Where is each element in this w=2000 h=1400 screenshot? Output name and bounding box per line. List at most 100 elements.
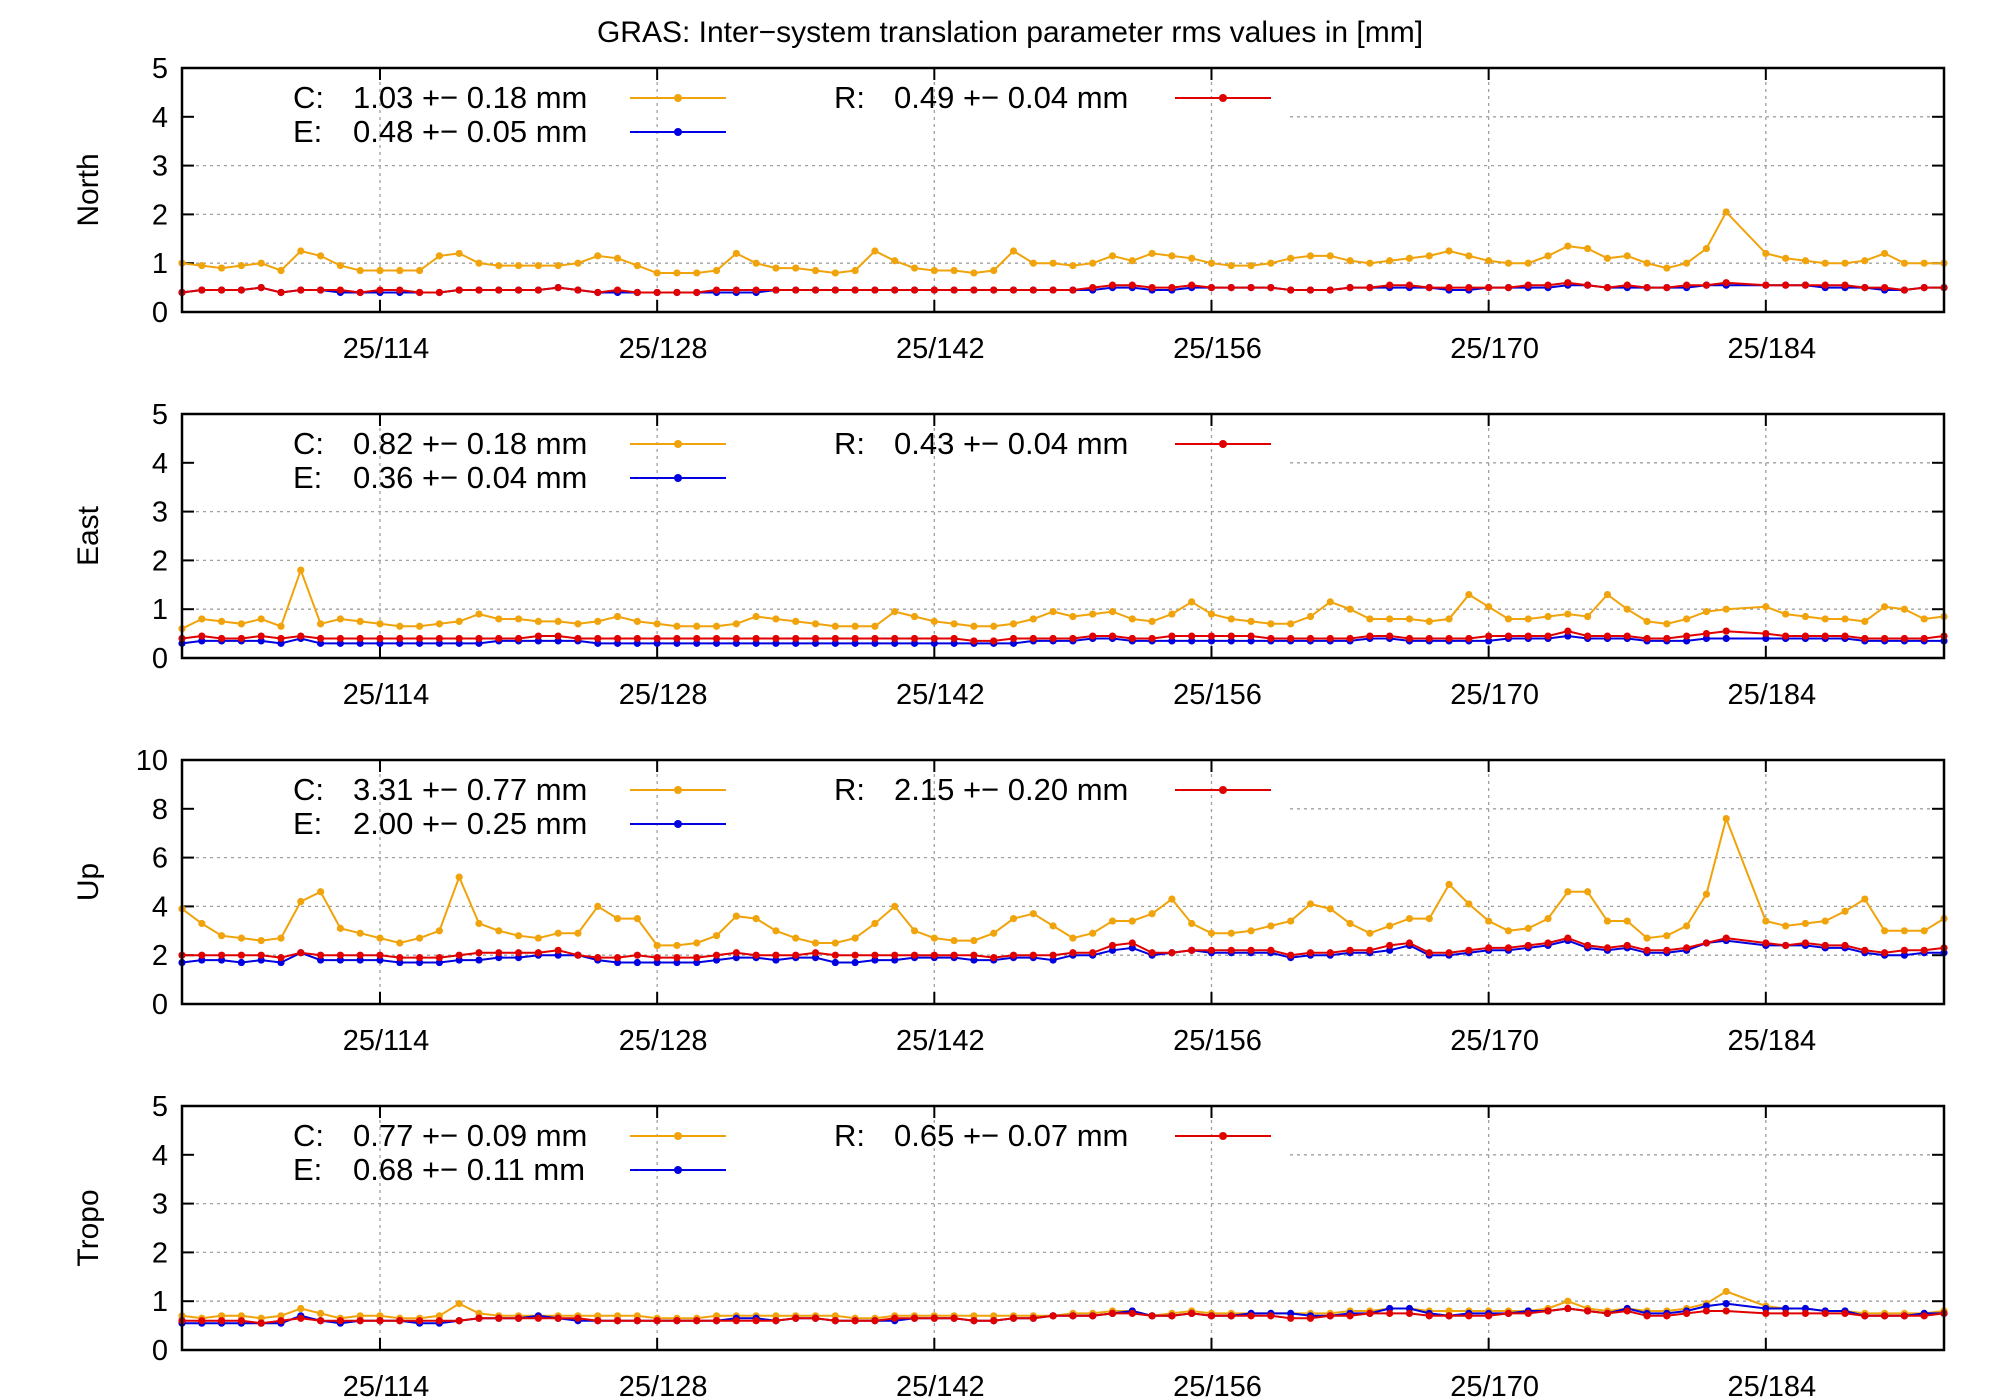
data-point-R: [1108, 281, 1117, 289]
data-point-R: [396, 954, 404, 962]
data-point-C: [1564, 1297, 1572, 1305]
data-point-C: [891, 608, 899, 616]
data-point-E: [1722, 634, 1730, 643]
data-point-C: [851, 934, 859, 942]
data-point-C: [1485, 917, 1493, 925]
data-point-R: [237, 951, 245, 959]
data-point-R: [1900, 286, 1909, 294]
data-point-C: [811, 620, 820, 628]
data-point-R: [1445, 634, 1453, 643]
data-point-C: [554, 262, 562, 270]
data-point-R: [1425, 949, 1433, 957]
data-point-R: [1326, 1312, 1334, 1320]
data-point-R: [1861, 946, 1869, 954]
data-point-R: [1564, 1304, 1572, 1313]
data-point-R: [1128, 281, 1136, 289]
legend-marker-R: [1219, 1132, 1227, 1140]
data-point-R: [1207, 632, 1216, 640]
data-point-R: [792, 951, 800, 959]
x-tick-label: 25/184: [1727, 1371, 1816, 1400]
data-point-R: [455, 951, 463, 959]
y-axis-label: Up: [72, 863, 105, 901]
data-point-C: [316, 620, 325, 628]
data-point-R: [396, 286, 404, 294]
x-tick-label: 25/128: [619, 679, 708, 711]
data-point-C: [1009, 247, 1018, 255]
data-point-R: [1841, 941, 1849, 950]
data-point-R: [891, 1314, 899, 1322]
data-point-C: [1663, 620, 1671, 628]
data-point-R: [1861, 1312, 1869, 1320]
data-point-C: [673, 622, 681, 630]
data-point-R: [1584, 281, 1592, 289]
data-point-C: [1366, 259, 1374, 267]
data-point-R: [1267, 1312, 1275, 1320]
x-tick-label: 25/184: [1727, 333, 1816, 365]
data-point-C: [1287, 917, 1295, 925]
data-point-R: [1386, 632, 1394, 640]
data-point-R: [1445, 284, 1453, 292]
data-point-R: [297, 949, 305, 957]
data-point-R: [1148, 634, 1156, 643]
data-point-C: [297, 1304, 305, 1313]
data-point-R: [475, 286, 483, 294]
data-point-R: [732, 286, 740, 294]
data-point-R: [1227, 1312, 1235, 1320]
data-point-C: [455, 617, 463, 626]
data-point-R: [554, 284, 562, 292]
data-point-C: [1148, 910, 1156, 918]
data-point-C: [1049, 608, 1057, 616]
legend-label-C: 1.03 +− 0.18 mm: [353, 80, 587, 115]
data-point-C: [1722, 208, 1730, 216]
data-point-R: [1128, 634, 1136, 643]
y-tick-label: 2: [152, 1237, 168, 1269]
data-point-C: [1108, 252, 1117, 260]
data-point-C: [534, 934, 542, 942]
data-point-C: [1346, 605, 1354, 613]
legend-label-C: 0.82 +− 0.18 mm: [353, 426, 587, 461]
legend-marker-R: [1219, 94, 1227, 102]
data-point-C: [1346, 257, 1354, 265]
data-point-C: [277, 622, 285, 630]
data-point-C: [1900, 259, 1909, 267]
data-point-C: [1544, 252, 1552, 260]
data-point-R: [1702, 281, 1711, 289]
data-point-R: [1722, 279, 1730, 287]
data-point-R: [1485, 1312, 1493, 1320]
legend-label-E: 0.36 +− 0.04 mm: [353, 460, 587, 495]
data-point-C: [495, 927, 503, 935]
y-tick-label: 4: [152, 1140, 168, 1172]
data-point-C: [1049, 259, 1057, 267]
data-point-R: [752, 634, 760, 643]
data-point-R: [831, 1317, 839, 1325]
data-point-C: [613, 254, 622, 262]
data-point-R: [376, 1317, 384, 1325]
data-point-C: [396, 939, 404, 947]
data-point-R: [257, 632, 265, 640]
data-point-C: [1029, 259, 1037, 267]
data-point-R: [574, 286, 582, 294]
data-point-C: [792, 617, 800, 626]
data-point-C: [1346, 919, 1354, 928]
data-point-C: [653, 269, 661, 277]
data-point-E: [633, 958, 641, 967]
data-point-R: [1900, 634, 1909, 643]
data-point-R: [1881, 634, 1889, 643]
data-point-R: [435, 634, 443, 643]
data-point-C: [594, 902, 602, 911]
x-tick-label: 25/114: [343, 1371, 430, 1400]
data-point-R: [1643, 634, 1651, 643]
data-point-R: [1544, 1307, 1552, 1315]
legend-key-R: R:: [834, 1118, 865, 1153]
plot-frame: [180, 66, 1946, 314]
data-point-R: [277, 634, 285, 643]
data-point-C: [1386, 922, 1394, 930]
data-point-R: [1188, 946, 1196, 954]
data-point-C: [653, 620, 661, 628]
data-point-R: [1287, 634, 1295, 643]
data-point-C: [495, 262, 503, 270]
data-point-C: [1069, 934, 1077, 942]
data-point-C: [693, 939, 701, 947]
data-point-R: [297, 286, 305, 294]
data-point-C: [1089, 610, 1097, 618]
